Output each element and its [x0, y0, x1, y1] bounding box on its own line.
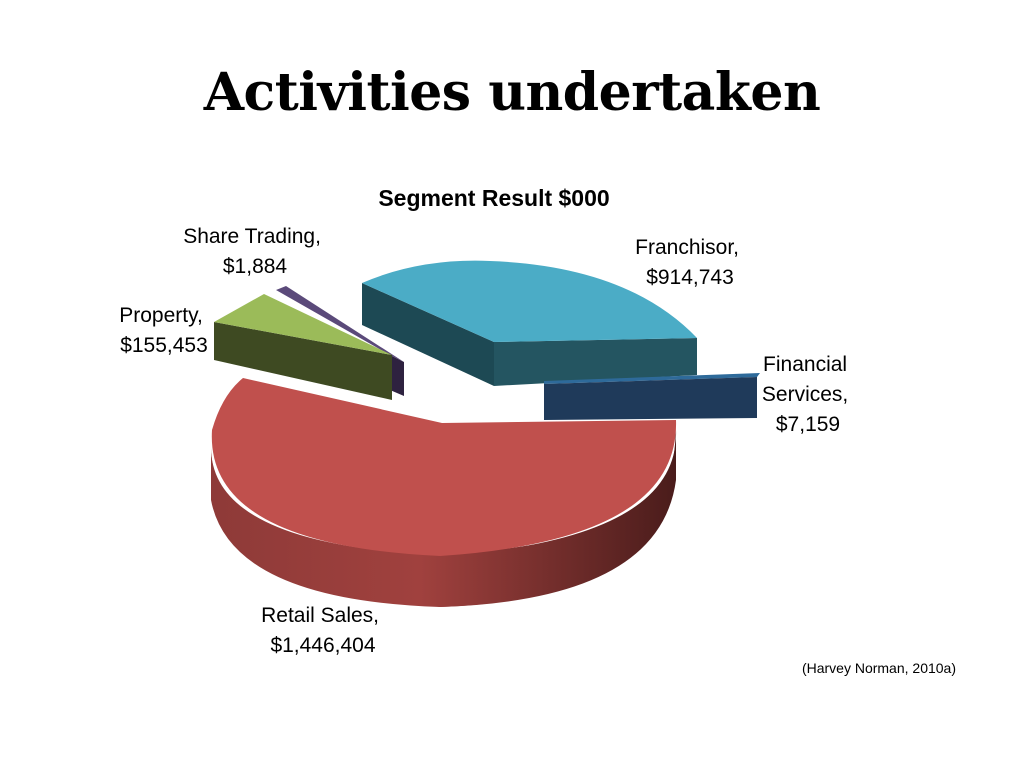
label-financial-services: Financial Services, $7,159 [762, 353, 854, 436]
slice-franchisor-side-right [494, 338, 697, 386]
slice-share-trading [276, 286, 404, 396]
slice-share-trading-top [276, 286, 404, 362]
slice-franchisor-side-left [362, 283, 494, 386]
slice-financial-services-side [544, 377, 757, 420]
source-note: (Harvey Norman, 2010a) [801, 660, 956, 676]
slice-financial-services [544, 373, 760, 420]
label-franchisor: Franchisor, $914,743 [635, 236, 745, 289]
label-share-trading: Share Trading, $1,884 [183, 225, 327, 278]
label-property: Property, $155,453 [119, 304, 209, 357]
slice-property [214, 294, 392, 400]
slice-financial-services-top [544, 373, 760, 384]
slide-title: Activities undertaken [203, 62, 821, 123]
slice-retail-sales-side-fill [211, 430, 677, 607]
label-retail-sales: Retail Sales, $1,446,404 [261, 604, 385, 657]
chart-title: Segment Result $000 [378, 185, 609, 211]
slice-share-trading-side [390, 355, 404, 396]
slice-franchisor-top [362, 260, 697, 342]
slice-retail-sales-top [211, 378, 677, 556]
slice-property-top [214, 294, 392, 355]
slice-property-side-outer [214, 322, 392, 400]
slice-franchisor [362, 260, 697, 386]
slice-retail-sales [211, 378, 677, 607]
